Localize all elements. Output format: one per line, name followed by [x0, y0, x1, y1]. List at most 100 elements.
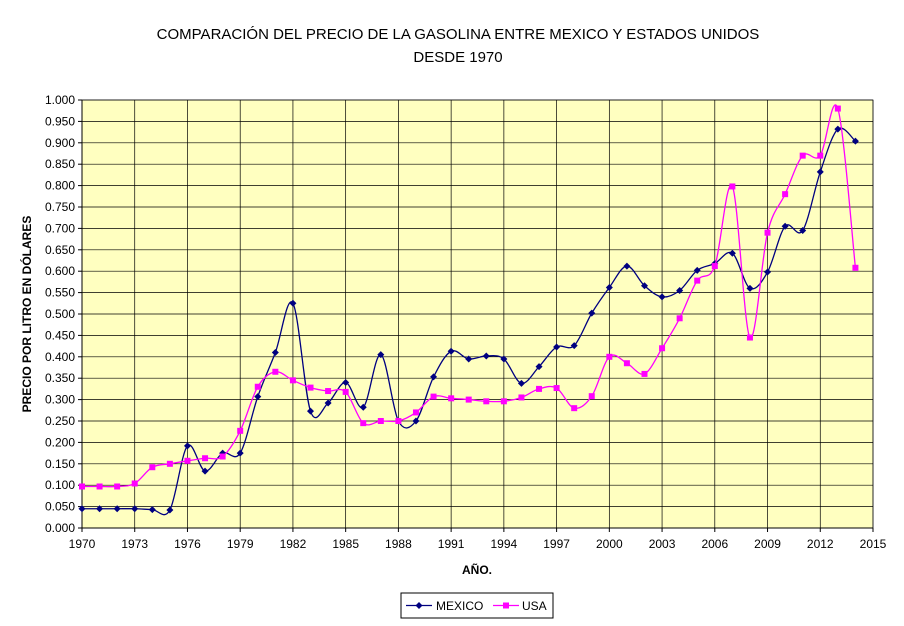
data-point-mexico — [588, 309, 596, 317]
y-tick-label: 0.350 — [45, 371, 75, 385]
data-point-mexico — [500, 355, 508, 363]
data-point-usa — [852, 264, 859, 271]
y-tick-label: 0.600 — [45, 264, 75, 278]
data-point-mexico — [553, 343, 561, 351]
data-point-usa — [184, 457, 191, 464]
data-point-mexico — [693, 266, 701, 274]
y-tick-label: 0.450 — [45, 328, 75, 342]
legend-marker-usa — [503, 602, 509, 609]
data-point-mexico — [781, 222, 789, 230]
data-point-mexico — [851, 137, 859, 145]
data-point-mexico — [113, 505, 121, 513]
y-tick-label: 0.300 — [45, 393, 75, 407]
data-point-usa — [623, 360, 630, 367]
series-line-mexico — [82, 127, 856, 516]
series-mexico — [78, 125, 859, 516]
data-point-mexico — [307, 407, 315, 415]
x-tick-label: 2015 — [860, 537, 887, 551]
data-point-usa — [834, 105, 841, 112]
y-tick-label: 0.400 — [45, 350, 75, 364]
data-point-mexico — [764, 268, 772, 276]
x-tick-label: 1991 — [438, 537, 465, 551]
x-tick-label: 1982 — [280, 537, 307, 551]
x-tick-label: 2009 — [754, 537, 781, 551]
y-axis-ticks: 0.000 0.050 0.100 0.150 0.200 0.250 0.300 0.350… — [45, 93, 82, 535]
data-point-usa — [377, 418, 384, 424]
y-tick-label: 0.950 — [45, 114, 75, 128]
data-point-mexico — [746, 284, 754, 292]
x-tick-label: 2012 — [807, 537, 834, 551]
data-point-usa — [430, 393, 437, 400]
data-point-usa — [166, 460, 173, 467]
data-point-usa — [536, 385, 543, 392]
x-tick-label: 1997 — [543, 537, 570, 551]
y-tick-label: 0.750 — [45, 200, 75, 214]
data-point-usa — [500, 398, 507, 405]
data-point-usa — [360, 420, 367, 427]
x-tick-label: 2006 — [701, 537, 728, 551]
data-point-usa — [465, 396, 472, 403]
y-tick-label: 0.550 — [45, 286, 75, 300]
data-point-mexico — [447, 347, 455, 355]
data-point-usa — [289, 377, 296, 384]
chart-title-line2: DESDE 1970 — [413, 49, 502, 66]
data-point-mexico — [535, 363, 543, 371]
data-point-mexico — [377, 351, 385, 359]
data-point-usa — [79, 483, 85, 490]
data-point-usa — [202, 455, 209, 462]
data-point-mexico — [236, 449, 244, 457]
data-point-mexico — [605, 283, 613, 291]
data-point-mexico — [640, 282, 648, 290]
chart-title-line1: COMPARACIÓN DEL PRECIO DE LA GASOLINA EN… — [157, 26, 760, 43]
data-point-mexico — [324, 399, 332, 407]
data-point-mexico — [676, 286, 684, 294]
legend-label-mexico: MEXICO — [436, 599, 483, 613]
data-point-mexico — [430, 373, 438, 381]
data-point-usa — [694, 277, 701, 284]
x-tick-label: 2003 — [649, 537, 676, 551]
data-point-usa — [325, 388, 332, 395]
y-tick-label: 0.650 — [45, 243, 75, 257]
data-point-usa — [412, 409, 419, 416]
data-point-usa — [219, 453, 226, 460]
data-point-mexico — [254, 393, 262, 401]
x-axis-ticks: 1970 1973 1976 1979 1982 1985 1988 1991 1994 1997… — [69, 528, 887, 551]
x-tick-label: 1970 — [69, 537, 96, 551]
data-point-usa — [131, 480, 138, 487]
data-point-usa — [307, 384, 314, 391]
data-point-usa — [711, 263, 718, 270]
x-axis-label: AÑO. — [462, 562, 492, 577]
data-point-mexico — [465, 355, 473, 363]
data-point-usa — [746, 334, 753, 341]
data-point-mexico — [78, 505, 86, 513]
y-tick-label: 0.250 — [45, 414, 75, 428]
data-point-mexico — [799, 227, 807, 235]
data-point-usa — [782, 191, 789, 198]
x-tick-label: 1973 — [121, 537, 148, 551]
data-point-mexico — [570, 342, 578, 350]
y-tick-label: 0.100 — [45, 478, 75, 492]
data-point-mexico — [289, 299, 297, 307]
data-point-mexico — [183, 442, 191, 450]
x-tick-label: 1988 — [385, 537, 412, 551]
x-tick-label: 1976 — [174, 537, 201, 551]
x-tick-label: 2000 — [596, 537, 623, 551]
y-axis-label: PRECIO POR LITRO EN DÓLARES — [19, 216, 34, 413]
y-tick-label: 0.900 — [45, 136, 75, 150]
y-tick-label: 0.500 — [45, 307, 75, 321]
data-point-mexico — [131, 505, 139, 513]
legend-marker-mexico — [415, 602, 423, 609]
y-tick-label: 0.000 — [45, 521, 75, 535]
data-point-usa — [659, 345, 666, 352]
y-tick-label: 0.200 — [45, 435, 75, 449]
data-point-mexico — [834, 125, 842, 133]
legend-label-usa: USA — [522, 599, 547, 613]
data-point-usa — [518, 394, 525, 401]
data-point-usa — [149, 464, 156, 471]
data-point-mexico — [166, 506, 174, 514]
data-point-mexico — [517, 379, 525, 387]
data-point-mexico — [728, 249, 736, 257]
y-tick-label: 1.000 — [45, 93, 75, 107]
x-tick-label: 1994 — [491, 537, 518, 551]
data-point-usa — [676, 315, 683, 322]
